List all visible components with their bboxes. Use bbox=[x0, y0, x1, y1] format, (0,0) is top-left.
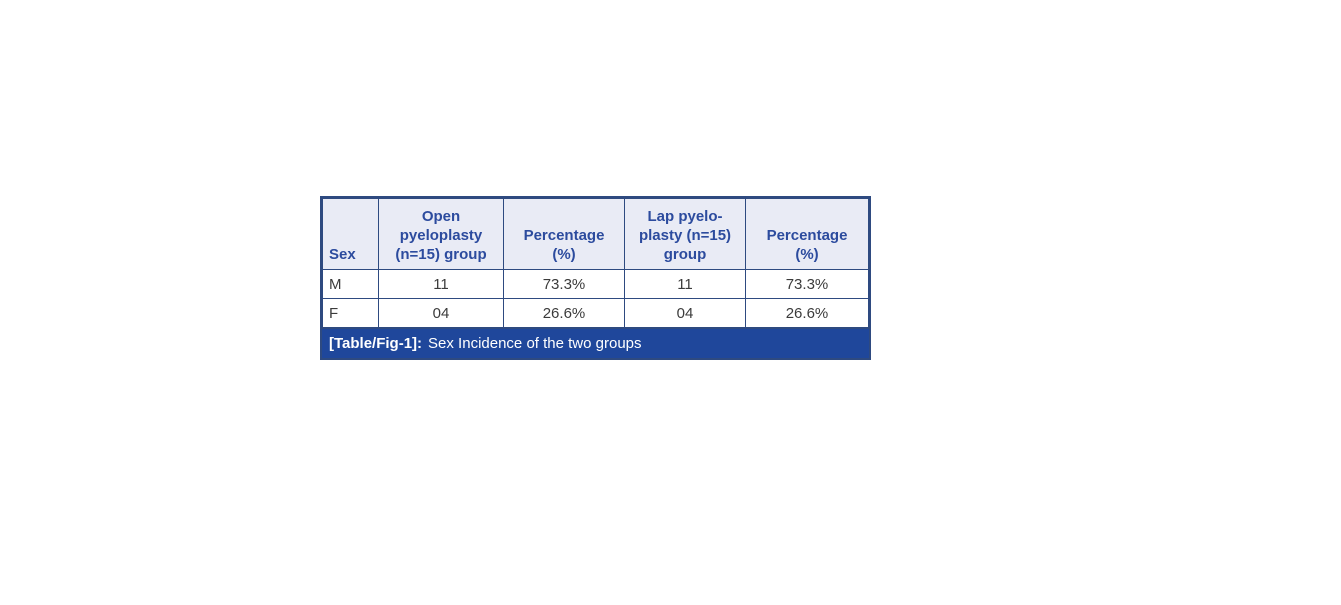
table-fig-1: Sex Open pyeloplasty (n=15) group Percen… bbox=[320, 196, 871, 360]
sex-incidence-table: Sex Open pyeloplasty (n=15) group Percen… bbox=[322, 198, 869, 328]
cell-lap-percent-f: 26.6% bbox=[745, 298, 869, 328]
column-header-lap-pyeloplasty: Lap pyelo- plasty (n=15) group bbox=[624, 198, 746, 270]
cell-lap-count-f: 04 bbox=[624, 298, 746, 328]
table-row-male: M 11 73.3% 11 73.3% bbox=[322, 269, 869, 299]
column-header-percentage-open: Percentage (%) bbox=[503, 198, 625, 270]
column-header-open-pyeloplasty: Open pyeloplasty (n=15) group bbox=[378, 198, 504, 270]
cell-sex-f: F bbox=[322, 298, 379, 328]
table-header: Sex Open pyeloplasty (n=15) group Percen… bbox=[322, 198, 869, 270]
cell-lap-percent-m: 73.3% bbox=[745, 269, 869, 299]
cell-open-percent-f: 26.6% bbox=[503, 298, 625, 328]
cell-open-count-f: 04 bbox=[378, 298, 504, 328]
table-row-female: F 04 26.6% 04 26.6% bbox=[322, 298, 869, 328]
cell-sex-m: M bbox=[322, 269, 379, 299]
cell-open-percent-m: 73.3% bbox=[503, 269, 625, 299]
cell-lap-count-m: 11 bbox=[624, 269, 746, 299]
cell-open-count-m: 11 bbox=[378, 269, 504, 299]
table-caption: [Table/Fig-1]: Sex Incidence of the two … bbox=[322, 328, 869, 358]
header-row: Sex Open pyeloplasty (n=15) group Percen… bbox=[322, 198, 869, 270]
table-caption-label: [Table/Fig-1]: bbox=[329, 335, 423, 352]
column-header-sex: Sex bbox=[322, 198, 379, 270]
table-body: M 11 73.3% 11 73.3% F 04 26.6% 04 26.6% bbox=[322, 269, 869, 328]
table-caption-text: Sex Incidence of the two groups bbox=[428, 335, 642, 352]
column-header-percentage-lap: Percentage (%) bbox=[745, 198, 869, 270]
